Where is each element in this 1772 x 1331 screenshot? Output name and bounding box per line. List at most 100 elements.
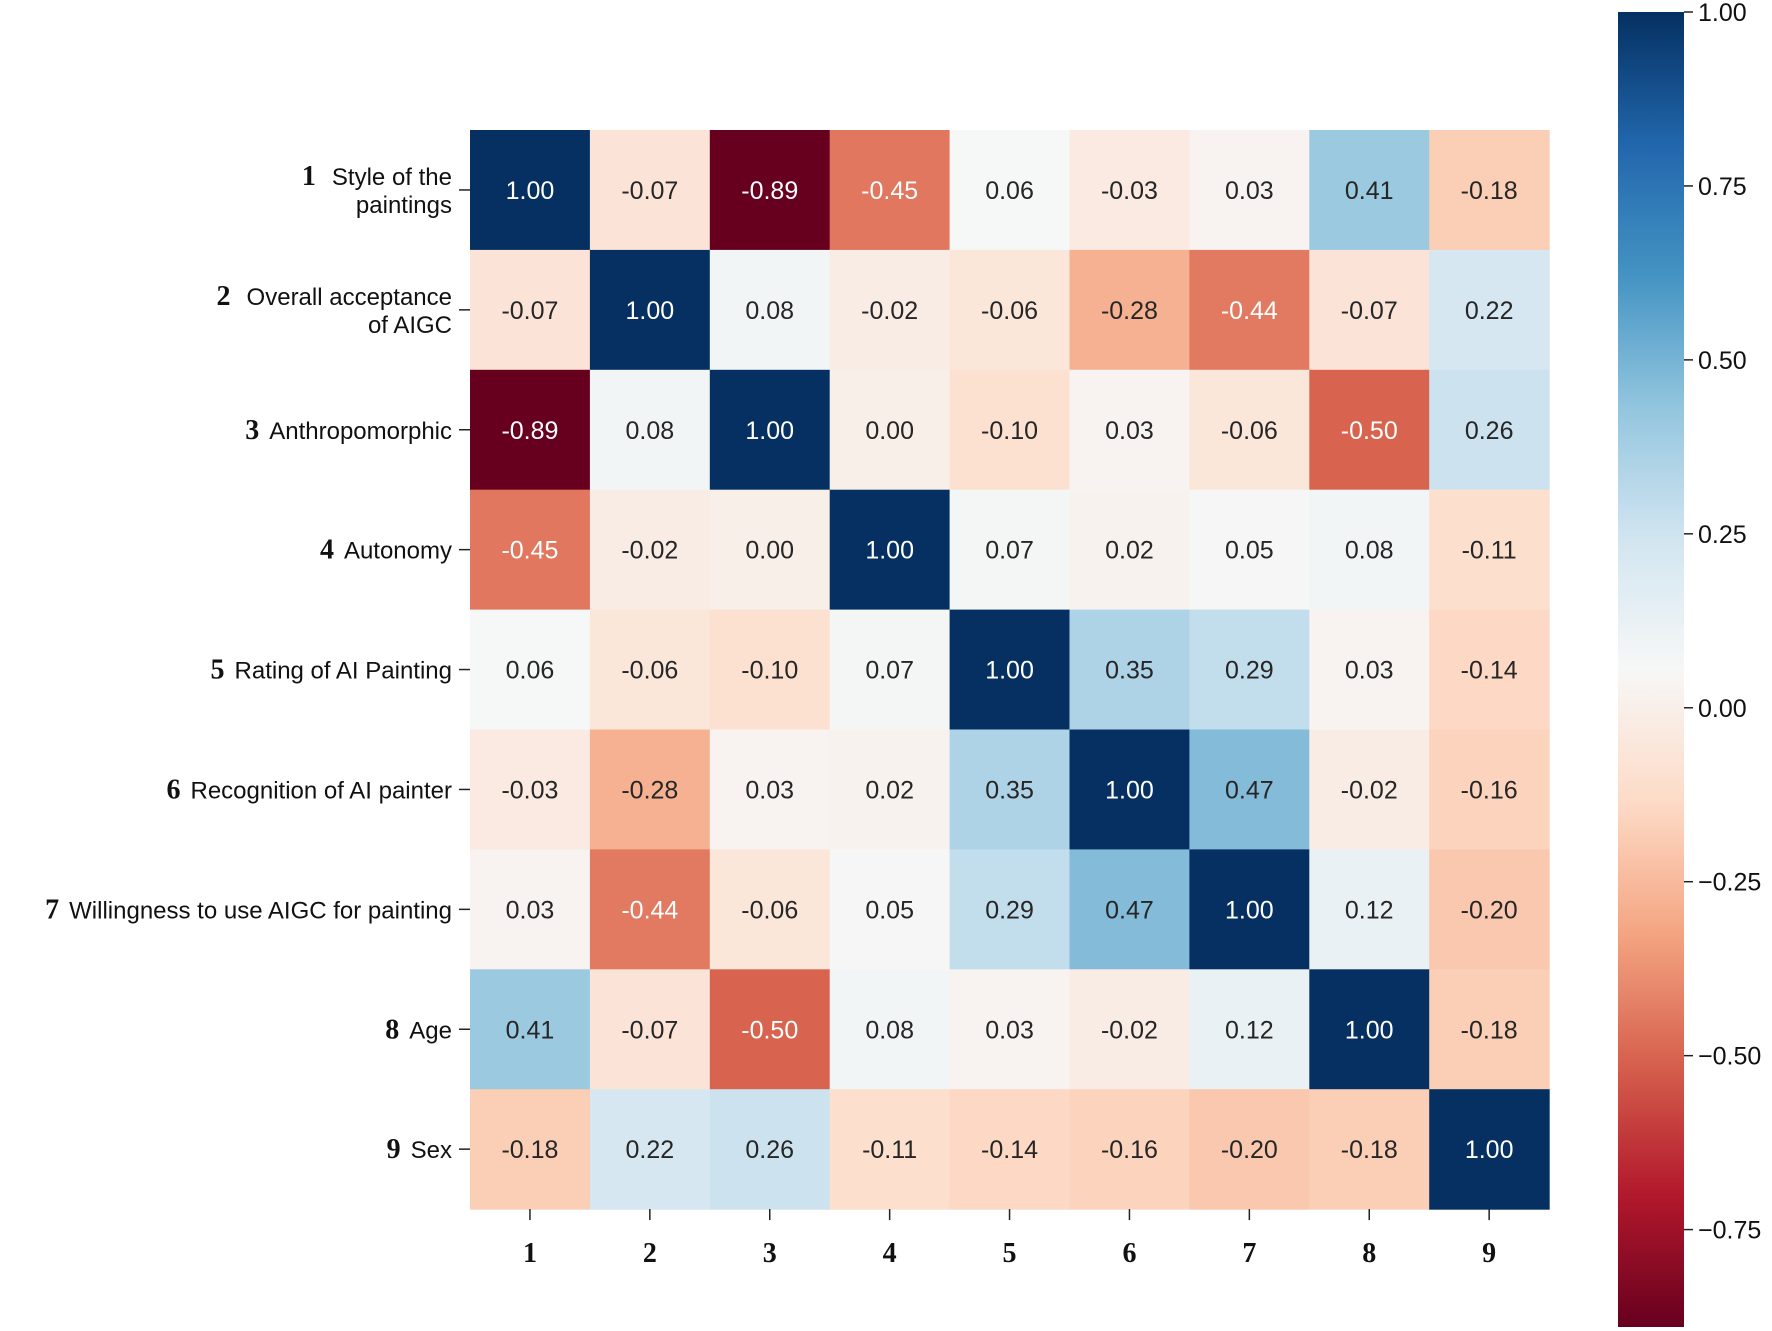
cell-value-label: 1.00 — [1105, 776, 1154, 804]
heatmap-cell — [589, 969, 711, 1090]
heatmap-cell — [1189, 1089, 1310, 1210]
cell-value-label: -0.20 — [1221, 1136, 1278, 1164]
cell-value-label: -0.07 — [621, 1016, 678, 1044]
heatmap-cell — [1069, 849, 1190, 970]
cell-value-label: 1.00 — [626, 297, 675, 325]
row-number-label: 2 — [217, 281, 231, 312]
cell-value-label: 0.35 — [985, 776, 1034, 804]
heatmap-cell — [470, 249, 591, 371]
heatmap-cell — [1189, 369, 1310, 491]
heatmap-cells: 1.00 -0.07 -0.89 -0.45 0.06 -0.03 0.03 0.41 -0.1… — [470, 130, 1550, 1210]
cell-value-label: 0.08 — [865, 1016, 914, 1044]
heatmap-cell — [589, 1089, 711, 1210]
heatmap-cell — [1429, 1089, 1550, 1210]
cell-value-label: 1.00 — [1345, 1016, 1394, 1044]
heatmap-cell — [1189, 249, 1310, 371]
heatmap-cell — [949, 849, 1071, 970]
colorbar-tick-label: 0.25 — [1698, 521, 1747, 549]
cell-value-label: -0.06 — [741, 896, 798, 924]
heatmap-cell — [1309, 369, 1430, 491]
heatmap-cell — [1069, 369, 1190, 491]
row-label-text: Style of the — [332, 164, 452, 191]
heatmap-cell — [829, 1089, 951, 1210]
column-number-label: 2 — [643, 1238, 657, 1269]
heatmap-cell — [589, 130, 711, 251]
colorbar-tick-label: 1.00 — [1698, 0, 1747, 27]
column-number-label: 1 — [523, 1238, 537, 1269]
heatmap-cell — [1189, 130, 1310, 251]
cell-value-label: -0.16 — [1101, 1136, 1158, 1164]
heatmap-cell — [1069, 729, 1190, 850]
heatmap-cell — [709, 849, 831, 970]
cell-value-label: -0.28 — [621, 776, 678, 804]
heatmap-cell — [1069, 130, 1190, 251]
heatmap-cell — [709, 130, 831, 251]
column-number-label: 5 — [1003, 1238, 1017, 1269]
heatmap-cell — [1309, 969, 1430, 1090]
heatmap-cell — [470, 1089, 591, 1210]
cell-value-label: 0.29 — [1225, 657, 1274, 685]
cell-value-label: 1.00 — [1225, 896, 1274, 924]
heatmap-cell — [829, 729, 951, 850]
heatmap-cell — [1309, 130, 1430, 251]
heatmap-cell — [949, 1089, 1071, 1210]
cell-value-label: 1.00 — [745, 417, 794, 445]
cell-value-label: -0.07 — [1341, 297, 1398, 325]
cell-value-label: 0.02 — [865, 776, 914, 804]
cell-value-label: -0.07 — [501, 297, 558, 325]
heatmap-cell — [470, 369, 591, 491]
cell-value-label: 0.41 — [1345, 177, 1394, 205]
cell-value-label: 0.03 — [985, 1016, 1034, 1044]
heatmap-cell — [829, 249, 951, 371]
heatmap-cell — [1429, 609, 1550, 731]
cell-value-label: -0.89 — [501, 417, 558, 445]
heatmap-cell — [1309, 609, 1430, 731]
heatmap-cell — [589, 609, 711, 731]
row-number-label: 3 — [245, 415, 259, 446]
cell-value-label: 0.06 — [506, 657, 555, 685]
cell-value-label: 0.08 — [745, 297, 794, 325]
heatmap-cell — [709, 729, 831, 850]
cell-value-label: 0.05 — [1225, 537, 1274, 565]
cell-value-label: -0.07 — [621, 177, 678, 205]
colorbar-gradient — [1618, 12, 1684, 1327]
cell-value-label: 0.47 — [1105, 896, 1154, 924]
cell-value-label: -0.45 — [861, 177, 918, 205]
cell-value-label: 0.08 — [626, 417, 675, 445]
cell-value-label: -0.18 — [1461, 1016, 1518, 1044]
heatmap-cell — [470, 729, 591, 850]
heatmap-cell — [470, 130, 591, 251]
heatmap-cell — [709, 609, 831, 731]
cell-value-label: 0.22 — [626, 1136, 675, 1164]
heatmap-cell — [949, 130, 1071, 251]
heatmap-cell — [829, 489, 951, 611]
cell-value-label: 0.35 — [1105, 657, 1154, 685]
heatmap-cell — [1069, 249, 1190, 371]
cell-value-label: 0.41 — [506, 1016, 555, 1044]
row-label-text: Recognition of AI painter — [190, 777, 452, 804]
heatmap-cell — [949, 969, 1071, 1090]
heatmap-cell — [949, 609, 1071, 731]
heatmap-cell — [1429, 249, 1550, 371]
heatmap-cell — [470, 849, 591, 970]
cell-value-label: -0.44 — [621, 896, 678, 924]
cell-value-label: -0.18 — [1341, 1136, 1398, 1164]
cell-value-label: -0.03 — [1101, 177, 1158, 205]
cell-value-label: -0.02 — [1101, 1016, 1158, 1044]
cell-value-label: 0.22 — [1465, 297, 1514, 325]
heatmap-cell — [1069, 969, 1190, 1090]
heatmap-cell — [829, 849, 951, 970]
heatmap-cell — [1309, 729, 1430, 850]
colorbar-tick-label: −0.25 — [1698, 869, 1761, 897]
heatmap-cell — [709, 1089, 831, 1210]
cell-value-label: -0.06 — [1221, 417, 1278, 445]
heatmap-cell — [1309, 249, 1430, 371]
cell-value-label: 1.00 — [865, 537, 914, 565]
heatmap-cell — [1429, 369, 1550, 491]
cell-value-label: 0.26 — [745, 1136, 794, 1164]
heatmap-cell — [829, 609, 951, 731]
heatmap-cell — [949, 369, 1071, 491]
heatmap-cell — [1429, 130, 1550, 251]
